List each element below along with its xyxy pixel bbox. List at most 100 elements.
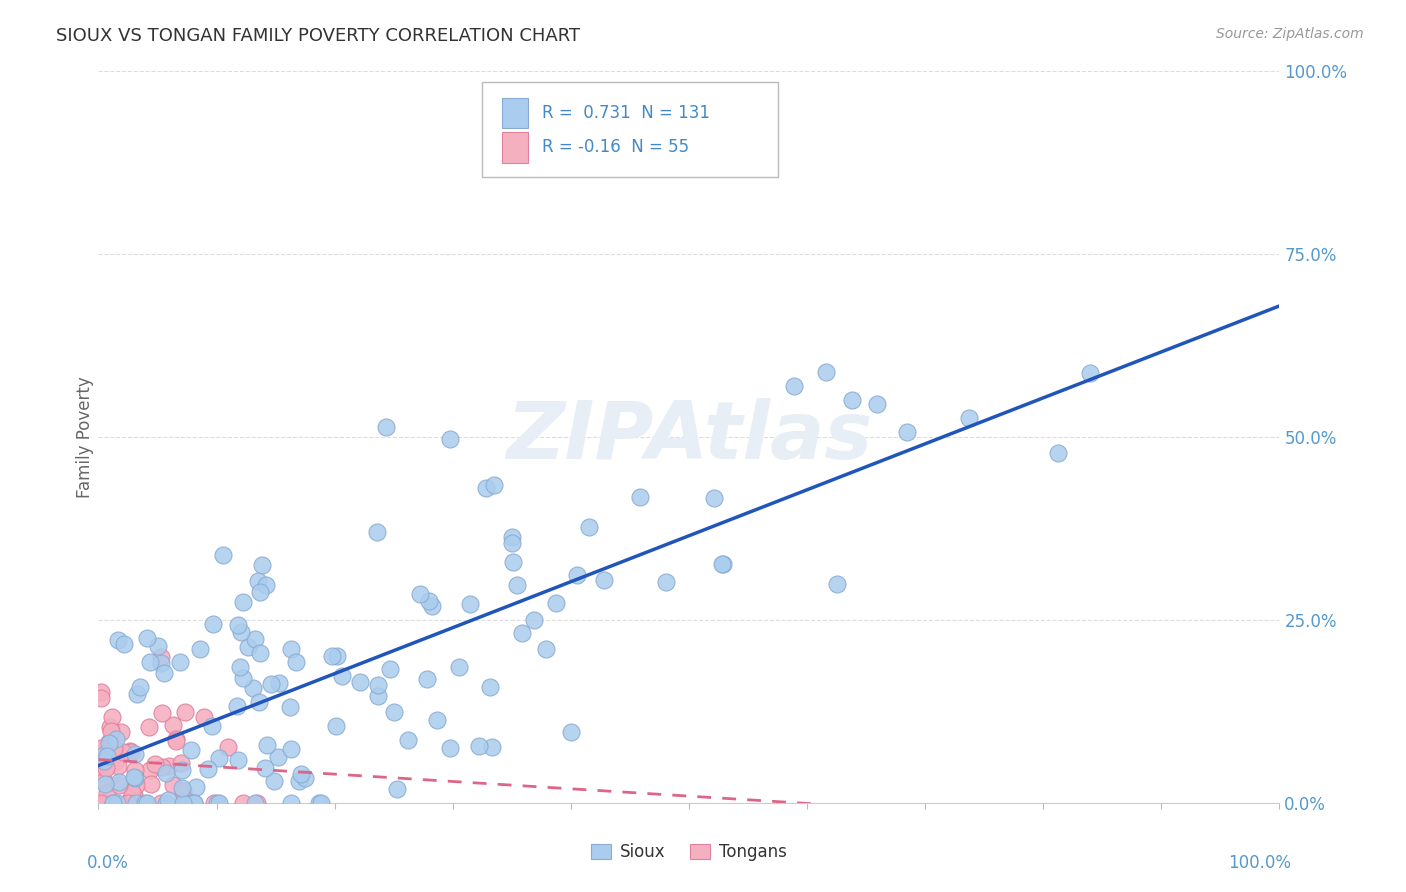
Sioux — [827, 577, 849, 591]
Tongans — [96, 740, 118, 755]
Text: 100.0%: 100.0% — [1229, 854, 1291, 872]
Tongans — [120, 746, 142, 760]
Sioux — [186, 780, 208, 794]
Text: SIOUX VS TONGAN FAMILY POVERTY CORRELATION CHART: SIOUX VS TONGAN FAMILY POVERTY CORRELATI… — [56, 27, 581, 45]
Sioux — [408, 587, 430, 601]
Tongans — [173, 705, 195, 719]
Tongans — [103, 740, 125, 755]
Tongans — [165, 732, 187, 747]
Sioux — [232, 672, 254, 686]
Tongans — [150, 650, 173, 665]
Tongans — [172, 796, 194, 810]
Sioux — [349, 675, 371, 690]
Sioux — [94, 777, 117, 791]
Sioux — [98, 736, 121, 750]
Sioux — [242, 681, 264, 695]
Sioux — [308, 796, 330, 810]
Tongans — [90, 685, 112, 699]
Sioux — [212, 548, 235, 562]
Sioux — [534, 642, 557, 657]
Tongans — [90, 767, 112, 781]
Sioux — [710, 557, 733, 571]
Sioux — [578, 519, 600, 533]
Sioux — [232, 595, 254, 609]
Sioux — [418, 593, 440, 607]
Tongans — [217, 740, 239, 755]
Tongans — [162, 778, 184, 792]
Sioux — [374, 419, 396, 434]
Text: 0.0%: 0.0% — [87, 854, 128, 872]
Sioux — [225, 698, 247, 713]
Sioux — [229, 625, 252, 640]
Sioux — [205, 796, 228, 810]
Sioux — [366, 525, 388, 540]
Tongans — [232, 796, 254, 810]
Tongans — [165, 734, 187, 748]
Y-axis label: Family Poverty: Family Poverty — [76, 376, 94, 498]
Tongans — [141, 776, 163, 790]
Sioux — [128, 680, 150, 694]
Sioux — [269, 676, 291, 690]
Sioux — [157, 793, 180, 807]
Sioux — [592, 573, 614, 587]
Sioux — [447, 660, 470, 674]
Sioux — [288, 774, 311, 789]
Sioux — [382, 705, 405, 719]
Sioux — [367, 689, 389, 703]
Tongans — [93, 796, 115, 810]
Sioux — [139, 655, 162, 669]
Sioux — [183, 796, 205, 810]
Tongans — [108, 778, 131, 792]
Sioux — [105, 796, 128, 810]
Sioux — [458, 597, 481, 611]
Tongans — [90, 690, 112, 705]
Sioux — [628, 491, 651, 505]
Sioux — [229, 660, 252, 674]
Tongans — [172, 784, 194, 798]
Tongans — [125, 778, 148, 792]
Sioux — [783, 379, 806, 393]
Sioux — [896, 425, 918, 440]
Tongans — [150, 760, 173, 774]
Sioux — [957, 411, 980, 425]
Sioux — [506, 578, 529, 592]
Sioux — [321, 649, 343, 664]
Sioux — [249, 646, 271, 660]
Text: ZIPAtlas: ZIPAtlas — [506, 398, 872, 476]
Sioux — [202, 617, 225, 632]
Text: R =  0.731  N = 131: R = 0.731 N = 131 — [543, 104, 710, 122]
Sioux — [172, 796, 194, 810]
Sioux — [169, 655, 191, 669]
Sioux — [176, 796, 198, 810]
Sioux — [475, 482, 498, 496]
Sioux — [280, 742, 302, 756]
Sioux — [560, 725, 582, 739]
Sioux — [122, 770, 145, 784]
Tongans — [93, 755, 115, 769]
Sioux — [153, 665, 176, 680]
Tongans — [100, 741, 122, 756]
Tongans — [157, 758, 180, 772]
Tongans — [90, 796, 112, 810]
Sioux — [502, 555, 524, 569]
Tongans — [139, 763, 162, 777]
Tongans — [170, 756, 193, 770]
Tongans — [103, 796, 125, 810]
Legend: Sioux, Tongans: Sioux, Tongans — [585, 837, 793, 868]
Sioux — [439, 432, 461, 446]
Sioux — [172, 763, 194, 777]
Sioux — [256, 738, 278, 752]
Sioux — [208, 751, 231, 765]
Sioux — [267, 749, 290, 764]
Sioux — [93, 748, 115, 763]
Tongans — [100, 724, 122, 739]
Sioux — [280, 796, 302, 810]
Tongans — [124, 764, 146, 778]
Sioux — [149, 656, 172, 670]
Text: Source: ZipAtlas.com: Source: ZipAtlas.com — [1216, 27, 1364, 41]
Tongans — [94, 761, 117, 775]
Tongans — [110, 725, 132, 739]
Sioux — [207, 796, 229, 810]
Sioux — [385, 782, 408, 797]
Sioux — [260, 677, 283, 691]
